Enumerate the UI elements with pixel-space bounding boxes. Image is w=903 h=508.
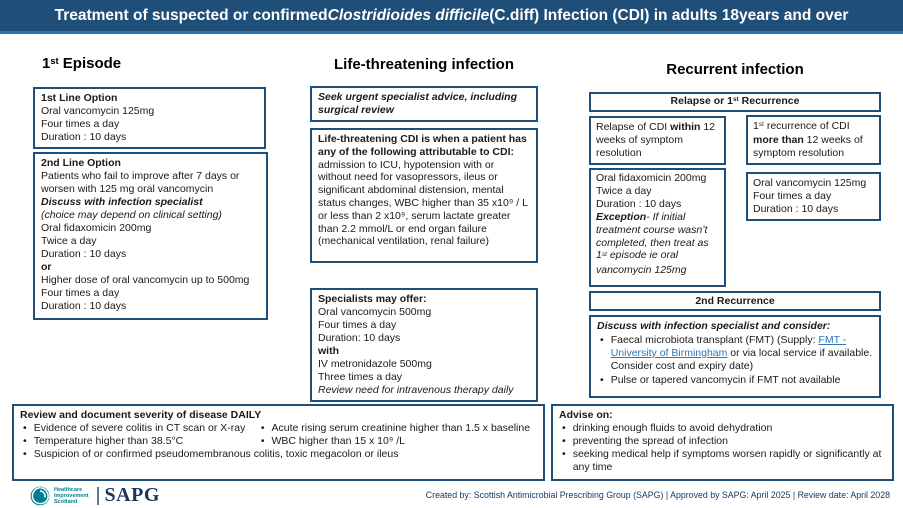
life-threatening-heading: Life-threatening infection <box>334 56 514 73</box>
definition-lead: Life-threatening CDI is when a patient h… <box>318 133 527 158</box>
severity-bullet: Acute rising serum creatinine higher tha… <box>258 422 537 435</box>
footer-credit: Created by: Scottish Antimicrobial Presc… <box>425 490 890 500</box>
severity-title: Review and document severity of disease … <box>20 409 262 421</box>
severity-review-box: Review and document severity of disease … <box>12 404 545 481</box>
his-logo-text: Healthcare Improvement Scotland <box>54 486 89 505</box>
advise-bullet: drinking enough fluids to avoid dehydrat… <box>559 422 886 435</box>
definition-body-cont: or less than 2 x10⁹, serum lactate great… <box>318 209 511 248</box>
drug-line: Oral vancomycin 125mg <box>753 177 867 189</box>
second-recurrence-header-box: 2nd Recurrence <box>589 291 881 311</box>
advise-bullet: preventing the spread of infection <box>559 435 886 448</box>
advise-title: Advise on: <box>559 409 613 421</box>
duration-line: Duration: 10 days <box>318 332 401 344</box>
drug-line: Oral vancomycin 500mg <box>318 306 432 318</box>
recurrent-heading: Recurrent infection <box>666 61 804 78</box>
duration-line: Duration : 10 days <box>41 131 127 143</box>
fmt-birmingham-link[interactable]: FMT - University of Birmingham <box>610 334 847 359</box>
title-organism: Clostridioides difficile <box>327 6 490 24</box>
specialists-offer-title: Specialists may offer: <box>318 293 427 305</box>
pulse-vancomycin-bullet: Pulse or tapered vancomycin if FMT not a… <box>597 374 873 387</box>
advise-bullet: seeking medical help if symptoms worsen … <box>559 448 886 474</box>
exception-note: Exception- If initial treatment course w… <box>596 210 709 277</box>
discuss-consider-title: Discuss with infection specialist and co… <box>597 320 831 332</box>
title-prefix: Treatment of suspected or confirmed <box>54 6 328 24</box>
advise-box: Advise on: drinking enough fluids to avo… <box>551 404 894 481</box>
drug-line: Oral fidaxomicin 200mg <box>41 222 152 234</box>
vancomycin-treatment-box: Oral vancomycin 125mg Four times a day D… <box>746 172 881 221</box>
frequency-line: Three times a day <box>318 371 403 383</box>
severity-bullet: Suspicion of or confirmed pseudomembrano… <box>20 448 537 461</box>
frequency-line: Twice a day <box>596 184 652 197</box>
severity-bullet: WBC higher than 15 x 10⁹ /L <box>258 435 537 448</box>
life-threatening-definition-box: Life-threatening CDI is when a patient h… <box>310 128 538 263</box>
relapse-within-box: Relapse of CDI within 12 weeks of sympto… <box>589 116 726 165</box>
second-line-option-box: 2nd Line Option Patients who fail to imp… <box>33 152 268 320</box>
second-recurrence-discuss-box: Discuss with infection specialist and co… <box>589 315 881 398</box>
duration-line: Duration : 10 days <box>753 203 839 215</box>
frequency-line: Four times a day <box>41 118 120 130</box>
fmt-bullet: Faecal microbiota transplant (FMT) (Supp… <box>597 334 873 373</box>
severity-bullet: Evidence of severe colitis in CT scan or… <box>20 422 258 435</box>
fidaxomicin-treatment-box: Oral fidaxomicin 200mg Twice a day Durat… <box>589 168 726 287</box>
choice-note: (choice may depend on clinical setting) <box>41 209 222 221</box>
drug-line: Oral fidaxomicin 200mg <box>596 172 707 184</box>
severity-bullet: Temperature higher than 38.5°C <box>20 435 258 448</box>
drug-line: Oral vancomycin 125mg <box>41 105 155 117</box>
definition-body: admission to ICU, hypotension with or wi… <box>318 158 528 209</box>
duration-line: Duration : 10 days <box>41 248 127 260</box>
discuss-specialist-note: Discuss with infection specialist <box>41 196 203 208</box>
relapse-header-box: Relapse or 1st Recurrence <box>589 92 881 112</box>
logo-divider <box>96 486 99 505</box>
title-suffix: (C.diff) Infection (CDI) in adults 18yea… <box>489 6 849 24</box>
frequency-line: Twice a day <box>41 235 97 247</box>
first-episode-heading: 1st Episode <box>42 55 122 72</box>
second-line-option-title: 2nd Line Option <box>41 157 121 169</box>
recurrence-after-box: 1st recurrence of CDI more than 12 weeks… <box>746 115 881 165</box>
frequency-line: Four times a day <box>41 287 120 299</box>
duration-line: Duration : 10 days <box>596 197 682 210</box>
review-note: Review need for intravenous therapy dail… <box>318 384 514 396</box>
specialists-offer-box: Specialists may offer: Oral vancomycin 5… <box>310 288 538 402</box>
or-separator: or <box>41 261 52 273</box>
drug-line: Higher dose of oral vancomycin up to 500… <box>41 274 250 286</box>
drug-line: IV metronidazole 500mg <box>318 358 432 370</box>
with-separator: with <box>318 345 339 357</box>
frequency-line: Four times a day <box>318 319 397 331</box>
footer-logo: Healthcare Improvement Scotland SAPG <box>30 484 160 507</box>
his-swirl-icon <box>30 486 50 505</box>
sapg-logo-text: SAPG <box>104 484 160 506</box>
duration-line: Duration : 10 days <box>41 300 127 312</box>
first-line-option-box: 1st Line Option Oral vancomycin 125mg Fo… <box>33 87 266 149</box>
urgent-advice-box: Seek urgent specialist advice, including… <box>310 86 538 122</box>
first-line-option-title: 1st Line Option <box>41 92 118 104</box>
page-title: Treatment of suspected or confirmed Clos… <box>0 0 903 34</box>
criteria-text: Patients who fail to improve after 7 day… <box>41 170 240 195</box>
frequency-line: Four times a day <box>753 190 832 202</box>
